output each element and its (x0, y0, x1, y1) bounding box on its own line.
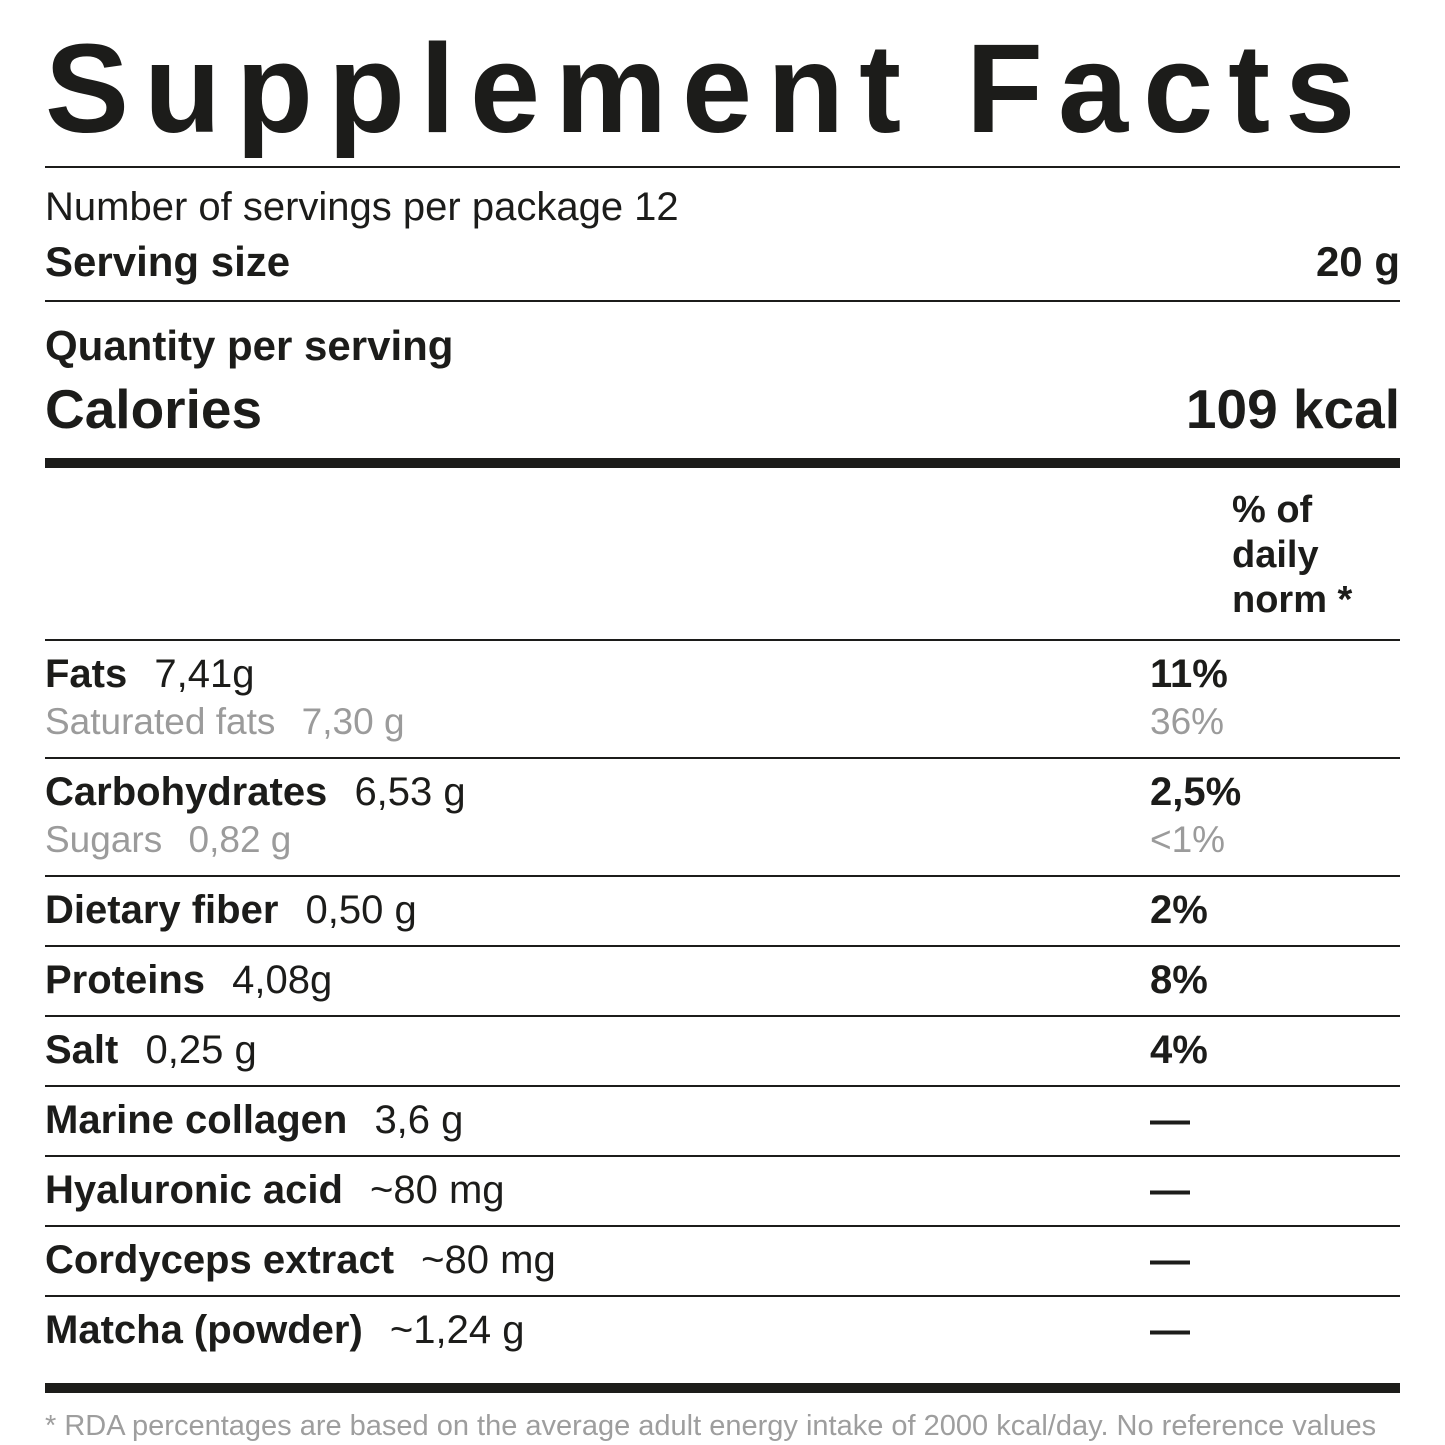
nutrient-percent: — (1150, 1168, 1190, 1212)
sub-nutrient-name: Saturated fats (45, 701, 276, 742)
nutrient-percent: 4% (1150, 1028, 1208, 1072)
nutrient-value: ~1,24 g (389, 1308, 525, 1352)
calories-label: Calories (45, 378, 263, 440)
sub-nutrient-value: 7,30 g (301, 701, 405, 742)
divider-under-daily-norm-header (45, 639, 1400, 641)
divider-under-title (45, 166, 1400, 168)
table-row-hyaluronic-acid: Hyaluronic acid ~80 mg — (45, 1157, 1400, 1227)
calories-value: 109 kcal (1185, 378, 1400, 440)
daily-norm-line1: % of daily (1232, 489, 1319, 576)
nutrient-name: Marine collagen (45, 1098, 348, 1142)
daily-norm-header: % of daily norm * (45, 468, 1400, 639)
nutrient-name: Salt (45, 1028, 119, 1072)
nutrient-value: 6,53 g (354, 770, 466, 814)
nutrient-value: 0,25 g (145, 1028, 257, 1072)
nutrient-name: Hyaluronic acid (45, 1168, 343, 1212)
table-row-fats: Fats 7,41g 11% Saturated fats 7,30 g 36% (45, 641, 1400, 759)
table-row-dietary-fiber: Dietary fiber 0,50 g 2% (45, 877, 1400, 947)
nutrient-value: 3,6 g (374, 1098, 464, 1142)
nutrient-percent: — (1150, 1308, 1190, 1352)
quantity-per-serving-label: Quantity per serving (45, 322, 454, 369)
serving-size-label: Serving size (45, 238, 291, 285)
table-row-salt: Salt 0,25 g 4% (45, 1017, 1400, 1087)
footnote-rda: * RDA percentages are based on the avera… (45, 1410, 1377, 1445)
nutrient-percent: 2,5% (1150, 770, 1242, 814)
label-title: Supplement Facts (45, 18, 1371, 159)
nutrient-name: Matcha (powder) (45, 1308, 363, 1352)
table-row-carbohydrates: Carbohydrates 6,53 g 2,5% Sugars 0,82 g … (45, 759, 1400, 877)
nutrient-value: 4,08g (232, 958, 333, 1002)
divider-under-serving-size (45, 300, 1400, 302)
nutrient-percent: 2% (1150, 888, 1208, 932)
sub-nutrient-percent: <1% (1150, 819, 1226, 860)
nutrient-value: 7,41g (154, 652, 255, 696)
nutrient-percent: — (1150, 1238, 1190, 1282)
nutrient-name: Fats (45, 652, 128, 696)
nutrient-value: ~80 mg (421, 1238, 556, 1282)
thick-divider-top (45, 458, 1400, 468)
nutrient-percent: 11% (1150, 652, 1228, 696)
nutrient-name: Dietary fiber (45, 888, 279, 932)
thick-divider-bottom (45, 1383, 1400, 1393)
nutrient-percent: 8% (1150, 958, 1208, 1002)
serving-size-value: 20 g (1315, 238, 1400, 285)
nutrient-name: Carbohydrates (45, 770, 328, 814)
servings-per-package: Number of servings per package 12 (45, 185, 679, 229)
calories-row: Calories 109 kcal (45, 378, 1400, 458)
nutrient-value: 0,50 g (305, 888, 417, 932)
table-row-proteins: Proteins 4,08g 8% (45, 947, 1400, 1017)
daily-norm-line2: norm * (1232, 579, 1353, 621)
sub-nutrient-name: Sugars (45, 819, 163, 860)
table-row-matcha: Matcha (powder) ~1,24 g — (45, 1297, 1400, 1383)
nutrient-name: Cordyceps extract (45, 1238, 395, 1282)
nutrient-percent: — (1150, 1098, 1190, 1142)
table-row-cordyceps-extract: Cordyceps extract ~80 mg — (45, 1227, 1400, 1297)
footnote: * RDA percentages are based on the avera… (45, 1409, 1400, 1445)
serving-size-row: Serving size 20 g (45, 238, 1400, 300)
sub-nutrient-percent: 36% (1150, 701, 1225, 742)
sub-nutrient-value: 0,82 g (188, 819, 292, 860)
table-row-marine-collagen: Marine collagen 3,6 g — (45, 1087, 1400, 1157)
nutrient-value: ~80 mg (370, 1168, 505, 1212)
nutrient-name: Proteins (45, 958, 206, 1002)
